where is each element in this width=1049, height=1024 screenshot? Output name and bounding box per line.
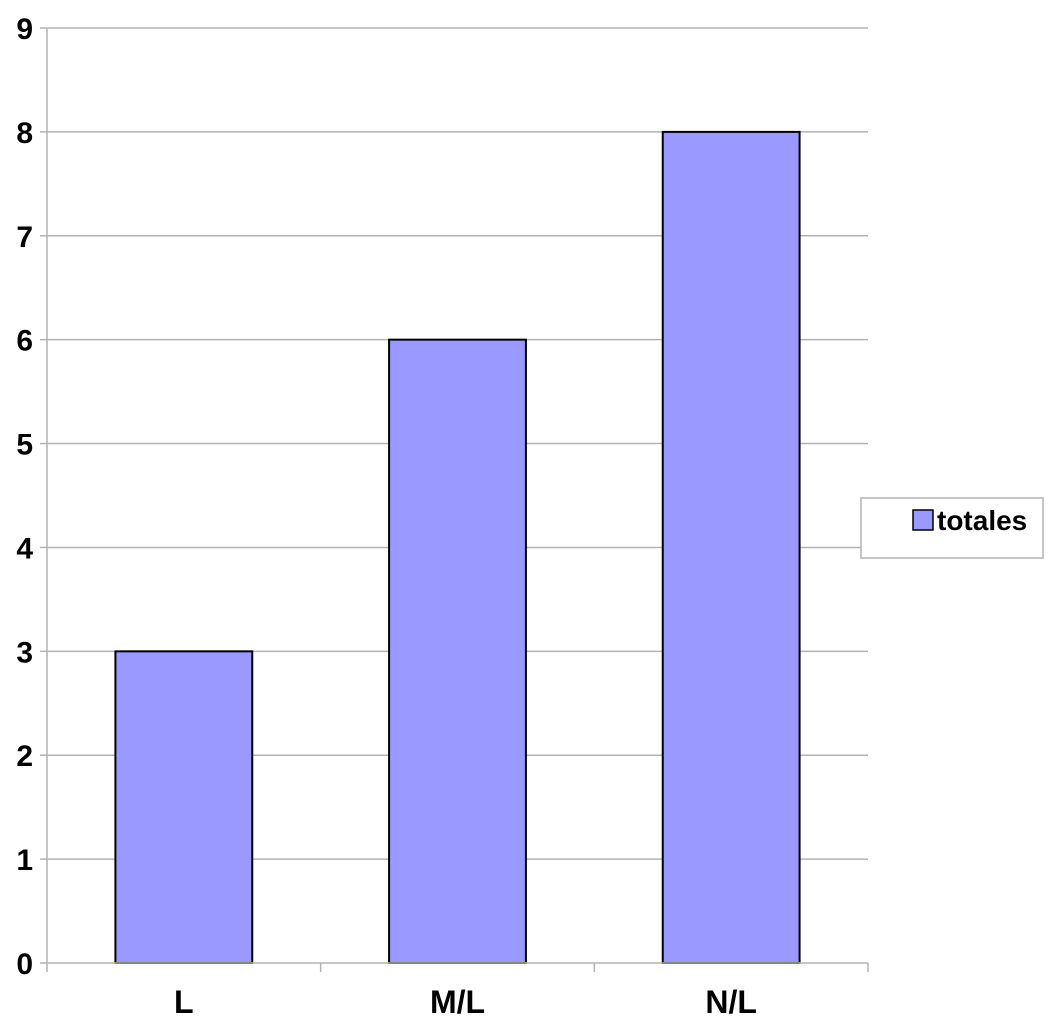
y-tick-label: 3 (16, 636, 33, 669)
legend-box (860, 497, 1044, 559)
x-tick-label: L (174, 984, 194, 1020)
x-tick-label: M/L (430, 984, 485, 1020)
y-tick-label: 4 (16, 532, 33, 565)
legend: totales (860, 497, 1044, 559)
bar (388, 338, 527, 964)
y-tick-label: 8 (16, 117, 33, 150)
y-tick-label: 6 (16, 325, 33, 358)
bars (114, 130, 801, 964)
y-tick-label: 0 (16, 948, 33, 981)
x-tick-label: N/L (705, 984, 757, 1020)
x-tick-labels: L M/L N/L (174, 984, 757, 1020)
legend-swatch (912, 509, 934, 531)
y-tick-label: 2 (16, 740, 33, 773)
y-tick-label: 7 (16, 221, 33, 254)
bar (661, 130, 801, 964)
y-tick-label: 5 (16, 429, 33, 462)
y-tick-label: 1 (16, 844, 33, 877)
bar (114, 650, 254, 964)
y-tick-label: 9 (16, 13, 33, 46)
y-tick-labels: 0 1 2 3 4 5 6 7 8 9 (16, 13, 33, 981)
axes (40, 27, 869, 972)
legend-label: totales (937, 505, 1027, 536)
